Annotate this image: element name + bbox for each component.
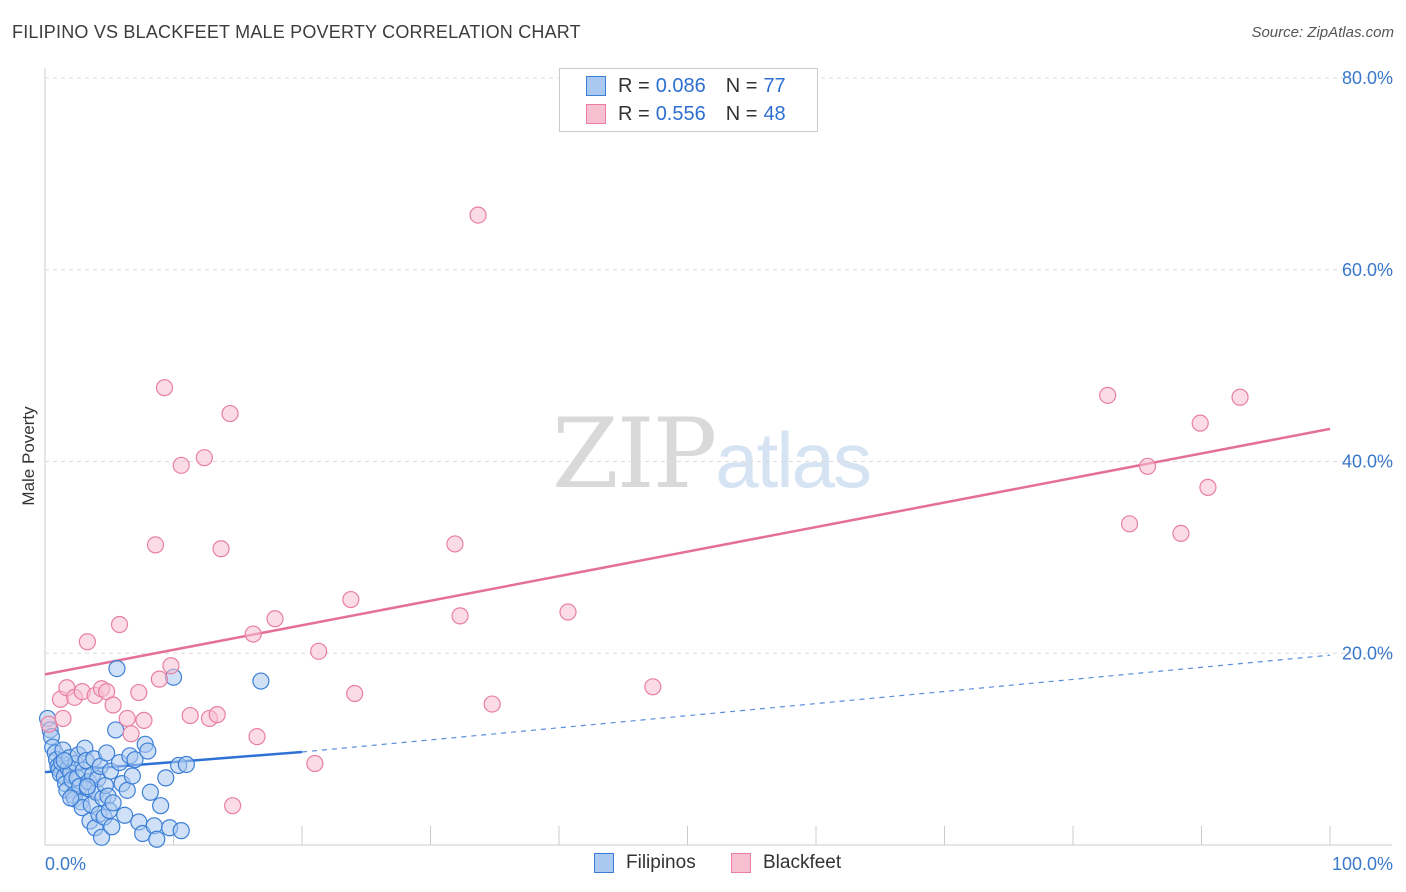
filipinos-point (55, 752, 73, 770)
filipinos-points (38, 659, 270, 848)
filipinos-point (118, 781, 136, 799)
filipinos-point (157, 769, 175, 787)
bottom-legend-swatch-blackfeet (731, 853, 751, 873)
filipinos-point (98, 744, 116, 762)
blackfeet-point (1191, 414, 1209, 432)
blackfeet-point (266, 610, 284, 628)
filipinos-point (104, 794, 122, 812)
blackfeet-point (1172, 524, 1190, 543)
legend-r-label: R = (618, 74, 650, 97)
bottom-legend: Filipinos Blackfeet (0, 852, 1406, 876)
legend: R = 0.086 N = 77 R = 0.556 N = 48 (559, 68, 818, 132)
blackfeet-point (54, 709, 72, 728)
blackfeet-point (110, 615, 129, 634)
legend-row-filipinos: R = 0.086 N = 77 (586, 73, 786, 99)
blackfeet-point (104, 696, 122, 714)
y-tick-label: 20.0% (1342, 643, 1393, 663)
watermark-atlas: atlas (715, 416, 872, 504)
axis-labels: 20.0% 40.0% 60.0% 80.0% 0.0% 100.0% Male Pover… (19, 68, 1393, 874)
blackfeet-point (162, 657, 180, 675)
filipinos-point (108, 659, 126, 678)
blackfeet-point (306, 754, 324, 773)
blackfeet-trend-line (44, 427, 1331, 676)
filipinos-point (172, 822, 190, 840)
legend-r-label: R = (618, 102, 650, 125)
filipinos-point (148, 830, 166, 848)
blackfeet-point (1120, 515, 1139, 533)
blackfeet-point (310, 642, 328, 660)
blackfeet-point (469, 206, 487, 224)
blackfeet-point (244, 625, 262, 643)
blackfeet-point (224, 797, 242, 815)
trend-lines (44, 427, 1331, 774)
bottom-legend-label-filipinos: Filipinos (626, 852, 696, 873)
filipinos-point (103, 818, 121, 836)
filipinos-point (126, 751, 144, 769)
blackfeet-point (122, 725, 140, 743)
legend-swatch-filipinos (586, 76, 606, 96)
blackfeet-point (248, 728, 266, 746)
gridlines (45, 77, 1392, 654)
y-tick-label: 40.0% (1342, 452, 1393, 472)
blackfeet-point (172, 456, 190, 474)
blackfeet-point (118, 709, 136, 728)
filipinos-point (139, 742, 157, 760)
legend-row-blackfeet: R = 0.556 N = 48 (586, 101, 786, 127)
blackfeet-point (1138, 457, 1157, 475)
filipinos-point (62, 789, 80, 807)
blackfeet-point (559, 603, 577, 621)
bottom-legend-swatch-filipinos (594, 853, 614, 873)
blackfeet-point (451, 607, 469, 625)
blackfeet-point (146, 536, 165, 554)
bottom-legend-label-blackfeet: Blackfeet (763, 852, 842, 873)
y-tick-label: 60.0% (1342, 260, 1393, 280)
filipinos-trend-extension (301, 654, 1331, 753)
blackfeet-point (208, 706, 226, 724)
filipinos-point (252, 672, 270, 690)
y-tick-label: 80.0% (1342, 68, 1393, 88)
legend-n-label: N = (725, 102, 758, 125)
blackfeet-point (1199, 478, 1217, 496)
filipinos-point (116, 806, 134, 824)
filipinos-point (92, 828, 111, 846)
watermark-zip: ZIP (552, 398, 717, 510)
blackfeet-point (1231, 388, 1249, 406)
legend-swatch-blackfeet (586, 104, 606, 124)
legend-n-value: 48 (763, 102, 786, 125)
source-label: Source: ZipAtlas.com (1251, 24, 1394, 41)
y-axis-label: Male Poverty (19, 406, 38, 506)
blackfeet-point (644, 678, 662, 696)
blackfeet-point (212, 540, 230, 558)
blackfeet-point (446, 535, 464, 553)
bottom-legend-filipinos: Filipinos (594, 852, 696, 874)
legend-r-value: 0.556 (655, 102, 706, 125)
filipinos-point (123, 767, 141, 785)
blackfeet-points (40, 206, 1249, 815)
blackfeet-point (155, 379, 174, 397)
bottom-legend-blackfeet: Blackfeet (731, 852, 841, 874)
filipinos-point (152, 797, 170, 815)
blackfeet-point (150, 670, 168, 688)
filipinos-point (141, 783, 159, 801)
blackfeet-point (346, 684, 364, 703)
filipinos-point (78, 777, 97, 796)
blackfeet-point (181, 706, 199, 725)
blackfeet-point (135, 711, 153, 729)
blackfeet-point (78, 633, 97, 651)
x-tick-label: 0.0% (45, 854, 86, 874)
legend-n-label: N = (725, 74, 758, 97)
blackfeet-point (1099, 386, 1117, 404)
blackfeet-point (130, 683, 148, 702)
blackfeet-point (195, 449, 213, 467)
legend-r-value: 0.086 (655, 74, 706, 97)
legend-n-value: 77 (763, 74, 786, 97)
x-tick-label: 100.0% (1332, 854, 1393, 874)
blackfeet-point (342, 590, 360, 609)
chart-title: FILIPINO VS BLACKFEET MALE POVERTY CORRE… (12, 22, 581, 42)
watermark: ZIPatlas (552, 398, 872, 510)
blackfeet-point (483, 695, 501, 713)
blackfeet-point (221, 404, 239, 423)
filipinos-point (177, 755, 195, 774)
